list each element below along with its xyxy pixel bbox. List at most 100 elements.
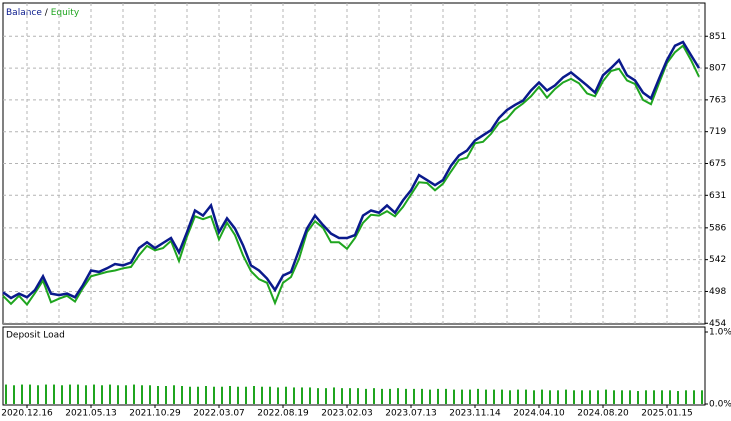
- bar: [309, 387, 311, 404]
- x-tick-label: 2023.02.03: [321, 409, 373, 419]
- bar: [461, 389, 463, 404]
- bar: [605, 389, 607, 404]
- bar: [149, 385, 151, 404]
- x-tick-label: 2021.05.13: [65, 409, 117, 419]
- bar: [549, 390, 551, 404]
- bar: [109, 384, 111, 404]
- bar: [413, 388, 415, 404]
- bar: [325, 388, 327, 404]
- bar: [469, 389, 471, 404]
- bar: [493, 389, 495, 404]
- x-tick-label: 2023.07.13: [385, 409, 437, 419]
- x-tick-label: 2024.04.10: [513, 409, 565, 419]
- bar: [533, 390, 535, 404]
- y-tick-label: 675: [709, 159, 726, 169]
- bar: [29, 384, 31, 404]
- bar: [453, 389, 455, 404]
- bar: [373, 388, 375, 404]
- bar: [573, 390, 575, 404]
- bar: [69, 384, 71, 404]
- bar: [677, 391, 679, 404]
- bar: [205, 386, 207, 404]
- legend-equity: Equity: [51, 8, 80, 18]
- bar: [277, 387, 279, 404]
- bar: [701, 390, 703, 404]
- bar: [357, 388, 359, 404]
- bar: [613, 390, 615, 404]
- series-line: [2, 40, 701, 300]
- y-tick-label: 1.0%: [709, 328, 731, 338]
- bar: [173, 385, 175, 404]
- bar: [181, 386, 183, 404]
- bar: [621, 390, 623, 404]
- y-tick-label: 454: [709, 319, 726, 329]
- bar: [13, 385, 15, 404]
- bar: [397, 388, 399, 404]
- bar: [485, 389, 487, 404]
- bar: [101, 385, 103, 404]
- bar: [125, 385, 127, 404]
- y-tick-label: 807: [709, 64, 726, 74]
- bar: [141, 385, 143, 404]
- bar: [669, 390, 671, 404]
- bar: [93, 384, 95, 404]
- bar: [5, 384, 7, 404]
- bar: [21, 384, 23, 404]
- legend: Balance / Equity: [6, 8, 80, 18]
- bar: [61, 385, 63, 404]
- bar: [525, 389, 527, 404]
- bar: [285, 386, 287, 404]
- bar: [213, 386, 215, 404]
- bar: [117, 385, 119, 404]
- bar: [557, 390, 559, 404]
- bar: [293, 387, 295, 404]
- bar: [301, 387, 303, 404]
- x-tick-label: 2022.08.19: [257, 409, 309, 419]
- bar: [45, 384, 47, 404]
- panel-title: Deposit Load: [6, 331, 65, 341]
- bar: [189, 386, 191, 404]
- bar: [637, 391, 639, 404]
- bar: [565, 389, 567, 404]
- y-tick-label: 763: [709, 95, 726, 105]
- bar: [253, 386, 255, 404]
- x-tick-label: 2020.12.16: [1, 409, 53, 419]
- bar: [365, 388, 367, 404]
- bar: [333, 387, 335, 404]
- bar: [421, 388, 423, 404]
- bar: [389, 388, 391, 404]
- y-tick-label: 586: [709, 223, 726, 233]
- x-tick-label: 2025.01.15: [641, 409, 693, 419]
- bar: [405, 388, 407, 404]
- bar: [581, 390, 583, 404]
- bar: [381, 388, 383, 404]
- bar: [645, 390, 647, 404]
- bar: [221, 386, 223, 404]
- y-tick-label: 498: [709, 287, 726, 297]
- bar: [589, 390, 591, 404]
- x-tick-label: 2021.10.29: [129, 409, 181, 419]
- bar: [429, 389, 431, 404]
- bar: [269, 386, 271, 404]
- bar: [85, 385, 87, 404]
- bar: [245, 386, 247, 404]
- y-tick-label: 0.0%: [709, 400, 731, 410]
- bar: [229, 386, 231, 404]
- bar: [629, 390, 631, 404]
- bar: [477, 388, 479, 404]
- bar: [341, 388, 343, 404]
- bar: [165, 386, 167, 404]
- bar: [237, 386, 239, 404]
- bar: [437, 388, 439, 404]
- bar: [661, 390, 663, 404]
- bar: [445, 388, 447, 404]
- bar: [693, 390, 695, 404]
- bar: [157, 386, 159, 404]
- bar: [685, 390, 687, 404]
- bar: [77, 384, 79, 404]
- x-tick-label: 2022.03.07: [193, 409, 245, 419]
- bar: [261, 386, 263, 404]
- bar: [541, 389, 543, 404]
- bar: [37, 385, 39, 404]
